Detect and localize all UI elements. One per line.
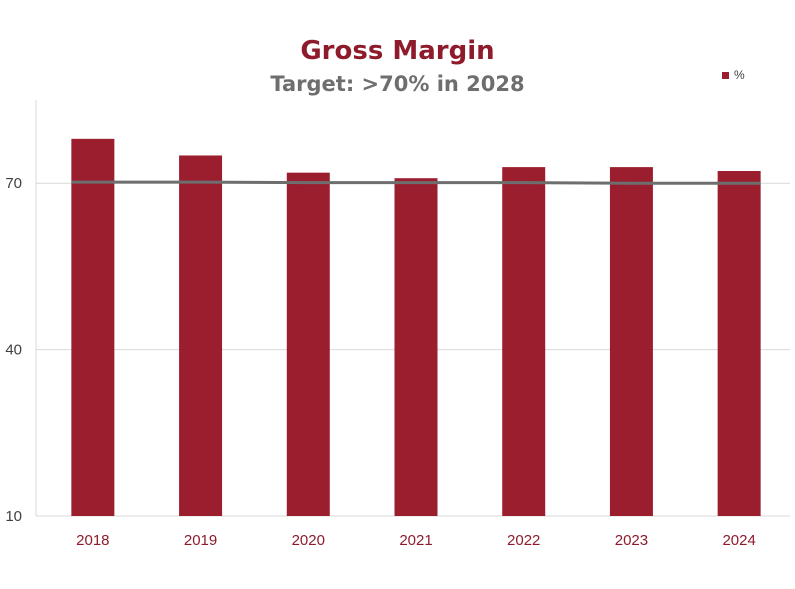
chart-title: Gross Margin (300, 36, 495, 66)
target-line (71, 180, 761, 185)
y-tick-label: 70 (5, 175, 22, 192)
x-tick-label: 2021 (399, 532, 432, 549)
x-tick-label: 2020 (292, 532, 325, 549)
x-tick-label: 2018 (76, 532, 109, 549)
chart-subtitle: Target: >70% in 2028 (270, 72, 525, 96)
y-tick-label: 40 (5, 342, 22, 359)
x-tick-label: 2022 (507, 532, 540, 549)
legend-label: % (734, 68, 745, 82)
legend: % (722, 68, 745, 82)
x-tick-label: 2024 (722, 532, 755, 549)
bar-2023 (609, 167, 653, 516)
bar-2021 (394, 178, 438, 516)
x-tick-label: 2019 (184, 532, 217, 549)
line-layer (71, 180, 761, 185)
bar-2022 (502, 167, 546, 516)
y-tick-label: 10 (5, 508, 22, 525)
bar-2020 (286, 172, 330, 517)
bar-layer (71, 138, 761, 517)
label-layer: 10 40 70 2018 2019 2020 2021 2022 2023 2024 (5, 175, 756, 549)
legend-swatch (722, 71, 729, 79)
bar-2024 (717, 170, 761, 517)
bar-2019 (179, 155, 223, 516)
bar-2018 (71, 138, 115, 516)
x-tick-label: 2023 (615, 532, 648, 549)
